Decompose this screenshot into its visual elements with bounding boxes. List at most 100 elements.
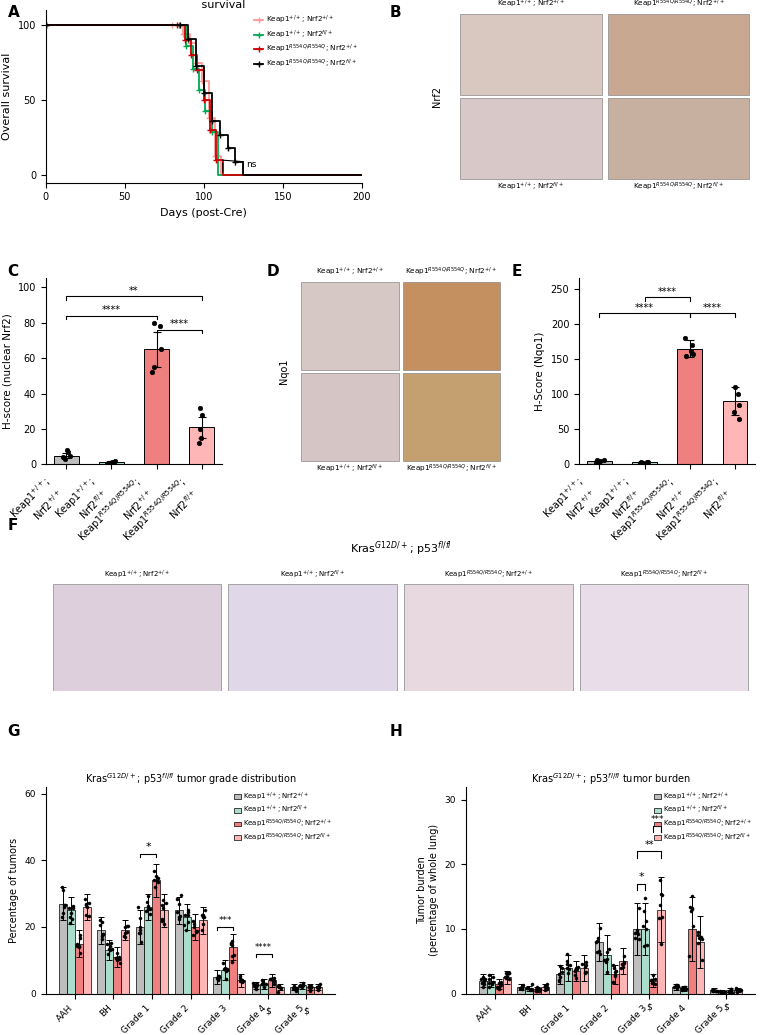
Text: $: $	[646, 1003, 652, 1012]
Point	[579, 964, 591, 980]
Legend: Keap1$^{+/+}$; Nrf2$^{+/+}$, Keap1$^{+/+}$; Nrf2$^{fl/+}$, Keap1$^{R554Q/R554Q}$: Keap1$^{+/+}$; Nrf2$^{+/+}$, Keap1$^{+/+…	[232, 788, 335, 847]
Point	[275, 980, 288, 997]
Point	[503, 965, 515, 981]
Point	[677, 980, 689, 997]
Bar	[460, 13, 602, 95]
Bar	[564, 968, 572, 994]
Text: E: E	[511, 264, 522, 278]
Point	[303, 979, 315, 996]
Point	[635, 453, 647, 470]
Bar	[619, 962, 626, 994]
Point	[272, 978, 285, 995]
Point	[636, 454, 649, 471]
Point	[695, 928, 707, 945]
Bar	[198, 920, 207, 994]
Bar	[98, 930, 105, 994]
Point	[645, 972, 657, 988]
Point	[80, 907, 92, 923]
Point	[716, 983, 728, 1000]
Point	[147, 863, 159, 880]
Point	[725, 981, 737, 998]
Point	[641, 454, 653, 471]
Point	[634, 454, 646, 471]
Text: **: **	[645, 839, 654, 850]
Point	[642, 454, 654, 471]
Point	[531, 979, 543, 996]
Point	[668, 978, 680, 995]
Point	[97, 926, 109, 943]
Point	[83, 894, 95, 911]
Bar	[657, 910, 665, 994]
Bar	[228, 584, 397, 691]
Point	[134, 921, 146, 938]
Text: B: B	[389, 5, 401, 20]
Point	[191, 922, 203, 939]
Point	[198, 901, 211, 918]
Point	[579, 965, 591, 981]
Point	[102, 945, 114, 962]
Point	[156, 891, 169, 908]
Bar	[301, 374, 398, 461]
Text: Keap1$^{R554Q/R554Q}$; Nrf2$^{fl/+}$: Keap1$^{R554Q/R554Q}$; Nrf2$^{fl/+}$	[633, 181, 724, 194]
Point	[288, 978, 300, 995]
Point	[539, 982, 551, 999]
Point	[258, 979, 270, 996]
Point	[250, 979, 262, 996]
Point	[678, 979, 691, 996]
Point	[226, 953, 238, 970]
Point	[152, 874, 164, 890]
Point	[294, 976, 306, 993]
Point	[257, 975, 269, 992]
Point	[580, 956, 592, 973]
Point	[190, 922, 202, 939]
Point	[600, 964, 613, 980]
Point	[80, 896, 92, 913]
Point	[219, 959, 231, 976]
Point	[671, 977, 683, 994]
Point	[66, 897, 79, 914]
Bar	[610, 974, 619, 994]
Bar	[54, 455, 79, 465]
Point	[600, 953, 612, 970]
Y-axis label: Overall survival: Overall survival	[2, 53, 12, 140]
Point	[134, 918, 146, 935]
Text: $: $	[304, 1007, 309, 1015]
Point	[610, 963, 622, 979]
Point	[617, 958, 629, 975]
Point	[708, 982, 720, 999]
Point	[618, 948, 630, 965]
Point	[234, 968, 246, 984]
Y-axis label: Tumor burden
(percentage of whole lung): Tumor burden (percentage of whole lung)	[417, 824, 439, 956]
Point	[63, 899, 76, 916]
Point	[106, 941, 118, 957]
Point	[561, 952, 573, 969]
Text: ***: ***	[650, 815, 664, 824]
Point	[189, 923, 201, 940]
Point	[637, 938, 649, 954]
Point	[59, 451, 71, 468]
Point	[730, 981, 742, 998]
Point	[64, 909, 76, 925]
Point	[592, 929, 604, 946]
Point	[236, 973, 248, 989]
Point	[684, 899, 696, 916]
Point	[182, 914, 195, 930]
Point	[64, 447, 76, 464]
Point	[313, 978, 325, 995]
Bar	[259, 983, 268, 994]
Bar	[726, 990, 734, 994]
Point	[272, 983, 285, 1000]
Point	[571, 959, 584, 976]
Point	[298, 975, 310, 992]
Point	[594, 920, 606, 937]
Point	[81, 898, 93, 915]
Point	[256, 972, 268, 988]
Point	[561, 955, 573, 972]
Bar	[487, 981, 495, 994]
Bar	[678, 349, 702, 465]
Point	[294, 978, 306, 995]
Point	[237, 974, 249, 990]
Bar	[723, 402, 747, 465]
Point	[111, 951, 124, 968]
Point	[654, 871, 666, 888]
